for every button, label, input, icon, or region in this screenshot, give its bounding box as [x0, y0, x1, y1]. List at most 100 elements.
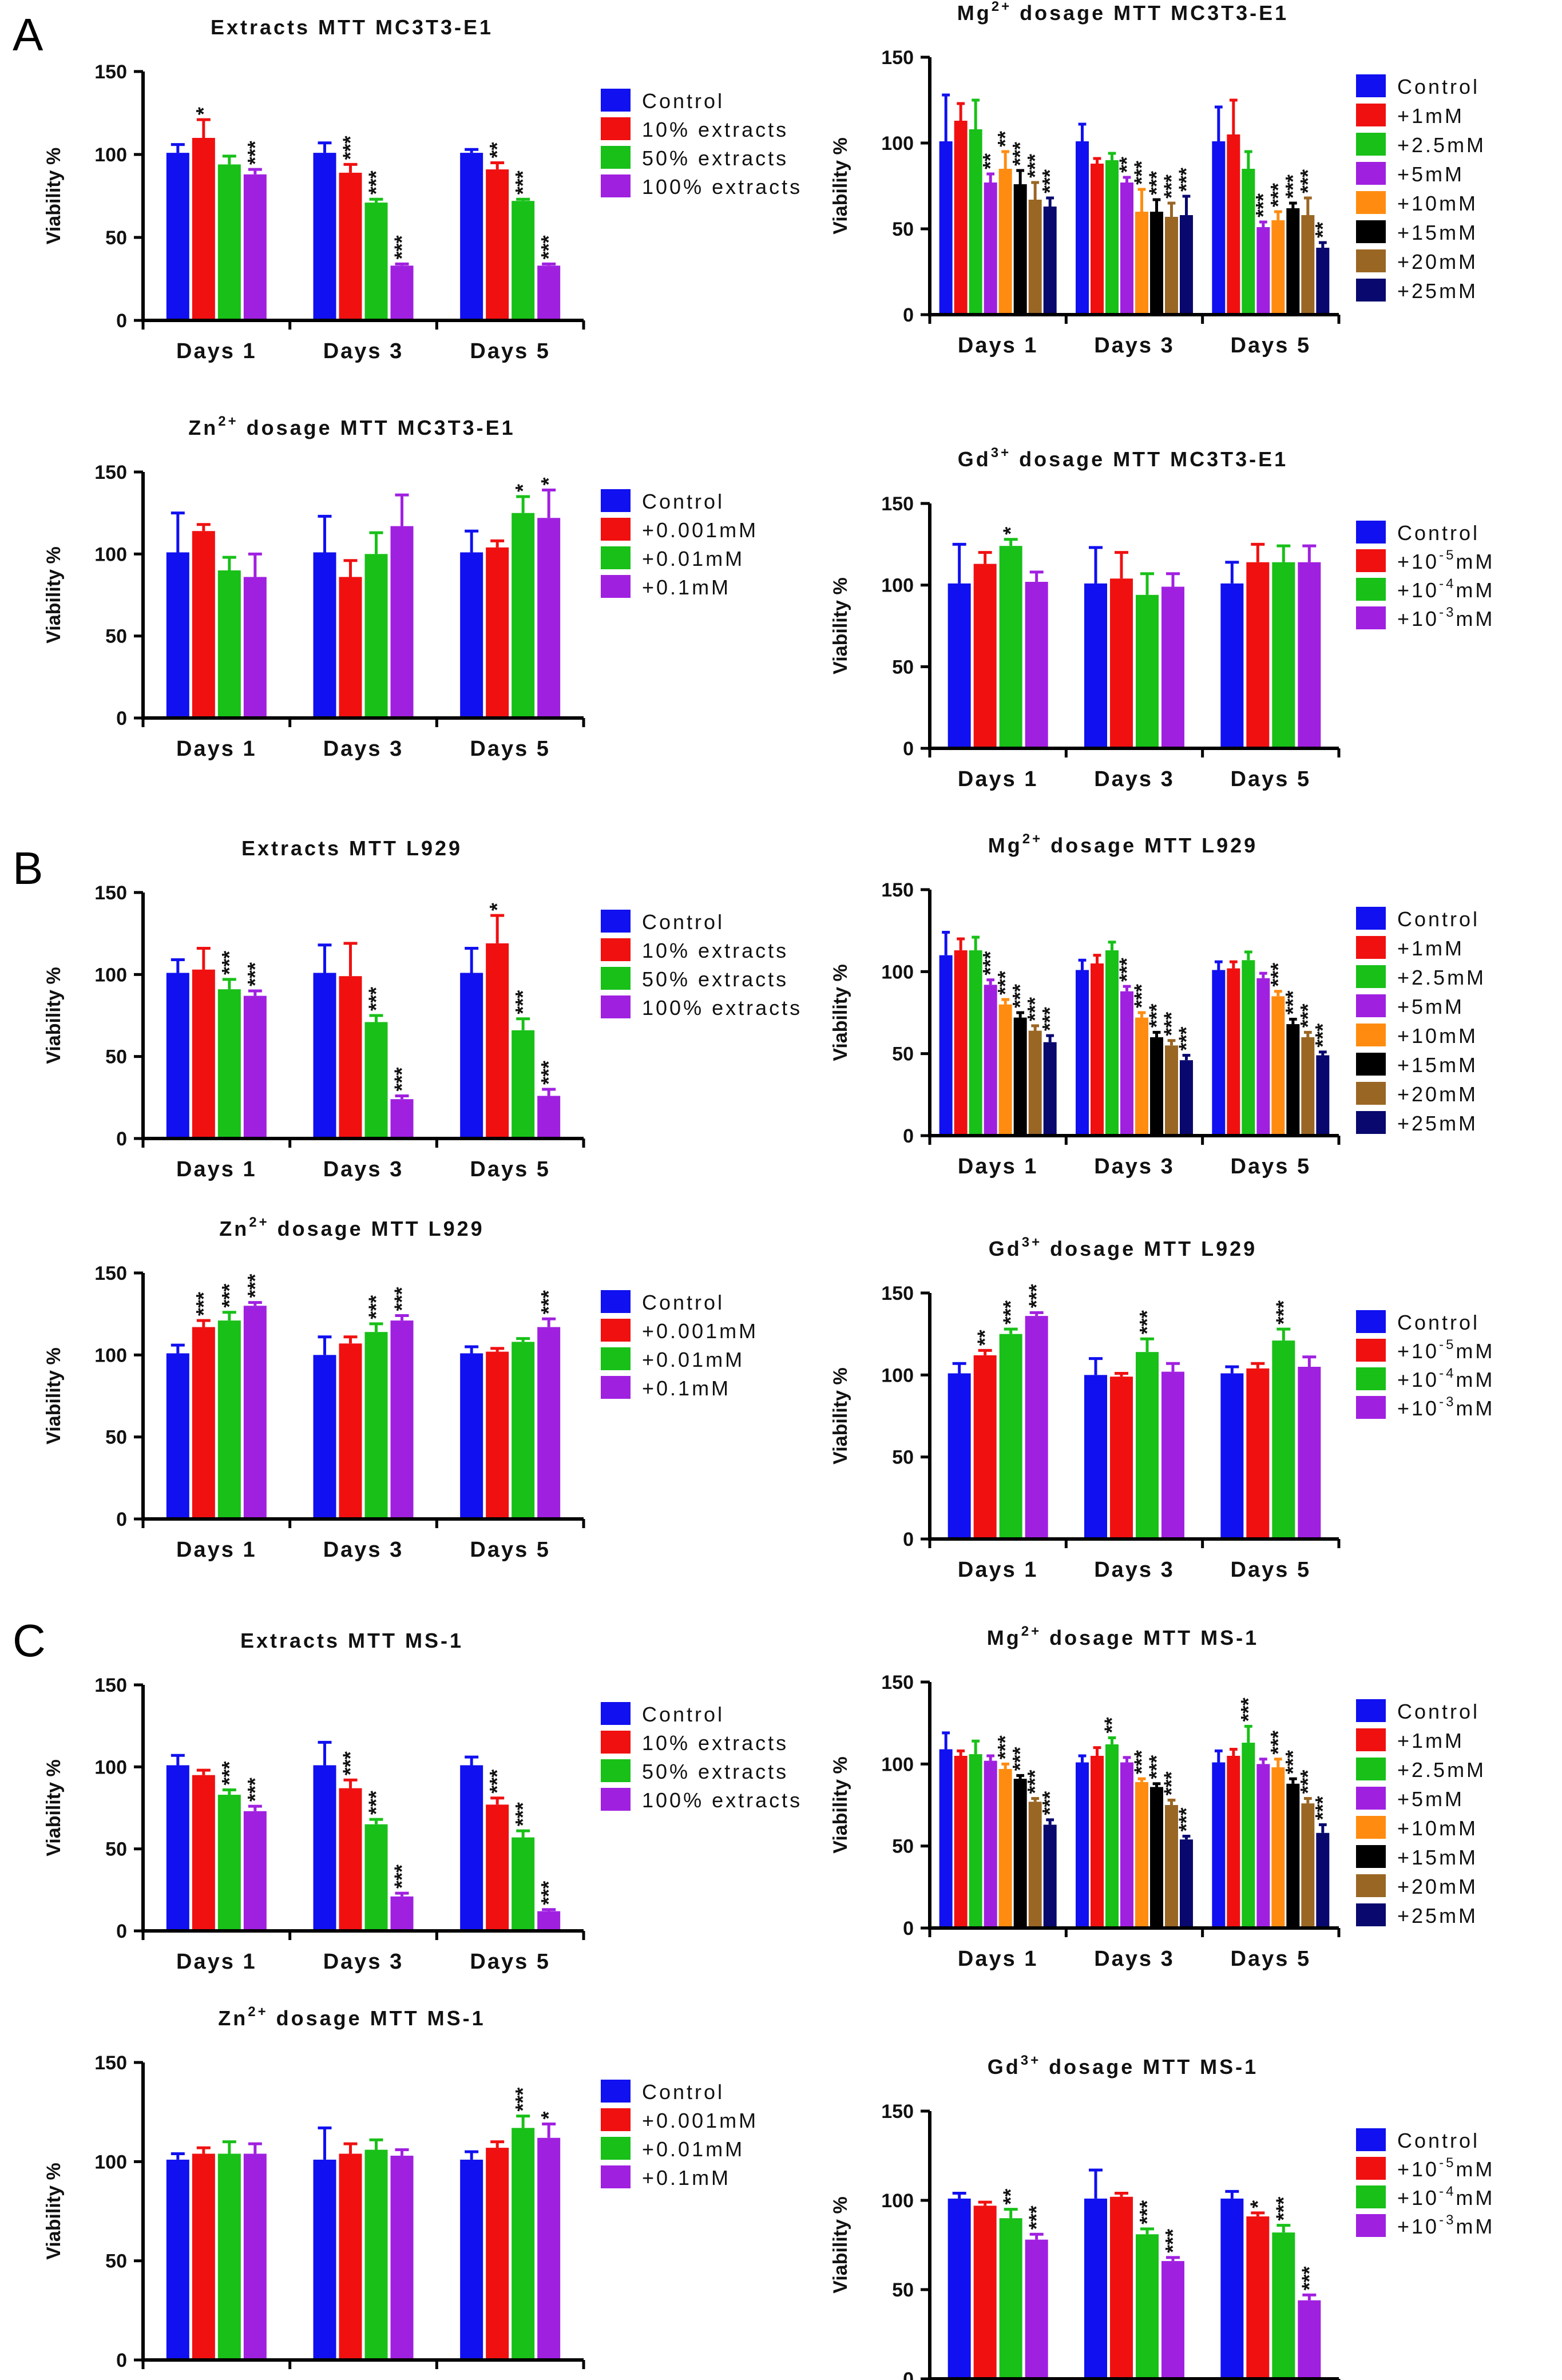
legend-swatch — [1356, 907, 1386, 930]
bar — [1084, 1375, 1107, 1539]
title-text: dosage MTT L929 — [1042, 1237, 1257, 1260]
bar — [512, 1030, 535, 1139]
significance-label: *** — [364, 1295, 388, 1319]
y-tick-label: 0 — [903, 1529, 914, 1550]
y-axis-label: Viability % — [43, 1759, 65, 1856]
y-axis-label: Viability % — [43, 967, 65, 1064]
bar — [954, 950, 968, 1136]
chart-title: Gd3+ dosage MTT MC3T3-E1 — [958, 445, 1288, 471]
x-tick-label: Days 5 — [1231, 1155, 1311, 1179]
legend-swatch — [1356, 191, 1386, 214]
y-tick-label: 150 — [881, 879, 914, 901]
bar — [364, 203, 388, 320]
significance-label: *** — [993, 1735, 1017, 1759]
title-superscript: 2+ — [1021, 1624, 1041, 1639]
legend-swatch — [1356, 1845, 1386, 1868]
title-superscript: 2+ — [218, 414, 238, 429]
significance-label: *** — [511, 2088, 534, 2112]
significance-label: *** — [1281, 990, 1305, 1014]
legend-swatch — [1356, 133, 1386, 156]
title-text: Mg — [987, 1626, 1021, 1649]
legend-swatch — [1356, 936, 1386, 959]
y-tick-label: 100 — [881, 961, 914, 983]
legend-label: +20mM — [1397, 1875, 1478, 1898]
legend-label: +5mM — [1397, 162, 1464, 186]
bar — [166, 973, 189, 1139]
legend-text: +10 — [1397, 578, 1439, 602]
chart-B-zn: Zn2+ dosage MTT L929 Viability % 0 50 100 150… — [43, 1215, 756, 1562]
significance-label: *** — [1161, 2229, 1184, 2253]
x-tick-label: Days 3 — [1094, 1558, 1175, 1582]
legend-swatch — [601, 995, 631, 1018]
significance-label: *** — [537, 235, 560, 259]
y-tick-label: 100 — [94, 144, 127, 166]
legend-text: mM — [1456, 578, 1494, 602]
legend-label: +0.01mM — [642, 2137, 744, 2161]
y-axis-label: Viability % — [830, 1367, 851, 1464]
legend-swatch — [601, 146, 631, 169]
bar — [1220, 1373, 1244, 1539]
significance-label: ** — [978, 153, 1002, 169]
bar — [339, 577, 362, 718]
legend-text: mM — [1456, 550, 1494, 573]
bar — [939, 141, 953, 315]
legend-label: +0.1mM — [642, 1377, 731, 1400]
legend-swatch — [1356, 1787, 1386, 1810]
title-text: Mg — [957, 1, 992, 25]
bar — [166, 552, 189, 718]
legend-swatch — [601, 1347, 631, 1370]
significance-label: *** — [1008, 1747, 1032, 1771]
y-tick-label: 100 — [94, 2151, 127, 2173]
bar — [486, 1804, 509, 1931]
bar — [192, 1327, 215, 1519]
bar — [1120, 183, 1133, 315]
significance-label: *** — [1281, 174, 1305, 199]
significance-label: * — [485, 903, 509, 911]
significance-label: *** — [217, 1284, 241, 1308]
x-tick-label: Days 1 — [176, 1538, 257, 1562]
bar — [512, 201, 535, 320]
bar — [339, 2153, 362, 2360]
bar — [166, 2159, 189, 2360]
legend-superscript: -3 — [1439, 2212, 1456, 2228]
significance-label: * — [1246, 2200, 1269, 2208]
legend-text: mM — [1456, 2186, 1494, 2210]
x-tick-label: Days 1 — [176, 737, 257, 761]
title-superscript: 2+ — [248, 2004, 268, 2020]
legend-label: Control — [1397, 75, 1480, 98]
chart-A-mg: Mg2+ dosage MTT MC3T3-E1 Viability % 0 50 10… — [830, 0, 1484, 358]
legend-swatch — [601, 1376, 631, 1399]
significance-label: * — [537, 2111, 560, 2119]
bar — [1301, 215, 1315, 315]
legend-label: +0.1mM — [642, 576, 731, 599]
bar — [1316, 248, 1330, 315]
bar — [1180, 1060, 1193, 1136]
bar — [1271, 220, 1285, 315]
x-tick-label: Days 5 — [1231, 1947, 1311, 1971]
bar — [217, 1320, 241, 1519]
significance-label: *** — [1008, 142, 1032, 166]
legend-text: +10 — [1397, 2186, 1439, 2210]
bar — [486, 1351, 509, 1519]
significance-label: *** — [1025, 2206, 1048, 2230]
significance-label: *** — [243, 1778, 267, 1802]
y-tick-label: 50 — [105, 1046, 127, 1068]
significance-label: ** — [1115, 157, 1139, 173]
y-tick-label: 50 — [105, 2251, 127, 2272]
significance-label: *** — [217, 951, 241, 975]
x-tick-label: Days 5 — [470, 1538, 550, 1562]
legend-label: +10-5mM — [1397, 2155, 1494, 2181]
bar — [1136, 1352, 1159, 1539]
legend-swatch — [601, 2080, 631, 2103]
legend-label: +10-5mM — [1397, 1337, 1494, 1363]
bar — [1165, 217, 1178, 315]
significance-label: * — [511, 484, 534, 492]
significance-label: * — [537, 478, 560, 486]
bar — [1043, 207, 1057, 315]
bar — [973, 1355, 997, 1539]
significance-label: *** — [1251, 193, 1275, 217]
y-tick-label: 100 — [94, 544, 127, 565]
bar — [1272, 1340, 1295, 1539]
legend-superscript: -4 — [1439, 576, 1456, 592]
y-axis-label: Viability % — [830, 1756, 851, 1853]
